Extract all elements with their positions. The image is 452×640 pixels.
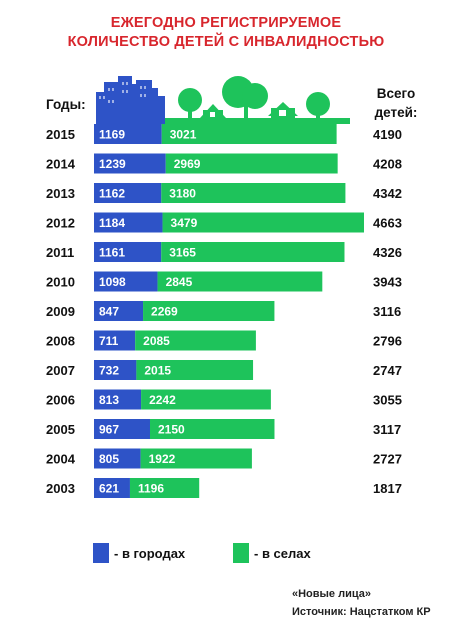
bar-village-2003 (129, 478, 200, 498)
total-label-2009: 3116 (373, 304, 401, 319)
total-label-2014: 4208 (373, 157, 402, 172)
total-label-2006: 3055 (373, 393, 402, 408)
bar-city-2012 (94, 212, 163, 233)
data-label-village-2007: 2015 (144, 364, 171, 378)
year-label-2006: 2006 (46, 393, 75, 408)
bar-village-2012 (162, 212, 364, 233)
bar-village-2007 (136, 360, 254, 380)
bar-city-2009 (94, 301, 144, 321)
data-label-village-2006: 2242 (149, 393, 176, 407)
data-label-city-2010: 1098 (99, 275, 126, 289)
legend-city-label: - в городах (114, 546, 186, 561)
bar-city-2011 (94, 242, 162, 262)
bar-village-2011 (161, 242, 345, 262)
total-label-2007: 2747 (373, 363, 402, 378)
total-label-2008: 2796 (373, 334, 402, 349)
data-label-city-2015: 1169 (99, 128, 125, 142)
bar-village-2004 (140, 448, 252, 469)
data-label-city-2007: 732 (99, 364, 119, 378)
bar-city-2006 (94, 389, 142, 410)
bar-village-2008 (135, 330, 256, 351)
data-label-village-2014: 2969 (174, 157, 201, 171)
data-label-city-2009: 847 (99, 305, 119, 319)
source-credit: Источник: Нацстатком КР (292, 606, 431, 618)
data-label-city-2014: 1239 (99, 157, 126, 171)
total-label-2013: 4342 (373, 186, 402, 201)
data-label-village-2011: 3165 (169, 246, 196, 260)
bar-village-2010 (157, 271, 323, 292)
data-label-village-2015: 3021 (170, 128, 197, 142)
year-label-2005: 2005 (46, 422, 75, 437)
data-label-city-2003: 621 (99, 482, 119, 496)
data-label-city-2005: 967 (99, 423, 119, 437)
bar-village-2006 (141, 389, 271, 410)
total-label-2015: 4190 (373, 127, 402, 142)
legend-village-label: - в селах (254, 546, 311, 561)
total-column-label: Всего детей: (368, 84, 424, 122)
bar-village-2005 (149, 419, 275, 439)
bar-village-2015 (161, 124, 337, 144)
data-label-city-2004: 805 (99, 452, 119, 466)
source-outlet: «Новые лица» (292, 588, 371, 600)
total-label-2005: 3117 (373, 422, 401, 437)
data-label-city-2006: 813 (99, 393, 119, 407)
year-label-2009: 2009 (46, 304, 75, 319)
data-label-village-2009: 2269 (151, 305, 178, 319)
bar-city-2008 (94, 330, 136, 351)
year-label-2014: 2014 (46, 157, 76, 172)
data-label-city-2013: 1162 (99, 187, 125, 201)
total-label-2011: 4326 (373, 245, 402, 260)
year-label-2004: 2004 (46, 452, 76, 467)
total-label-2003: 1817 (373, 481, 402, 496)
city-skyline-icon (96, 76, 165, 124)
total-label-2010: 3943 (373, 275, 402, 290)
total-label-line-1: Всего (376, 86, 416, 101)
years-axis-label: Годы: (46, 97, 86, 112)
chart-title-line-1: ЕЖЕГОДНО РЕГИСТРИРУЕМОЕ (110, 15, 342, 31)
data-label-city-2012: 1184 (99, 216, 125, 230)
legend-village-swatch (233, 543, 249, 563)
data-label-village-2013: 3180 (169, 187, 196, 201)
total-label-2004: 2727 (373, 452, 402, 467)
chart-title-line-2: КОЛИЧЕСТВО ДЕТЕЙ С ИНВАЛИДНОСТЬЮ (67, 34, 385, 50)
data-label-village-2005: 2150 (158, 423, 185, 437)
data-label-city-2011: 1161 (99, 246, 125, 260)
year-label-2010: 2010 (46, 275, 75, 290)
year-label-2015: 2015 (46, 127, 75, 142)
bar-village-2009 (143, 301, 275, 321)
data-label-village-2003: 1196 (138, 482, 164, 496)
year-label-2013: 2013 (46, 186, 75, 201)
bar-city-2004 (94, 448, 141, 469)
total-label-2012: 4663 (373, 216, 402, 231)
year-label-2012: 2012 (46, 216, 75, 231)
bar-city-2013 (94, 183, 162, 203)
data-label-village-2012: 3479 (171, 216, 198, 230)
year-label-2011: 2011 (46, 245, 74, 260)
bar-city-2005 (94, 419, 150, 439)
year-label-2008: 2008 (46, 334, 75, 349)
data-label-village-2010: 2845 (166, 275, 193, 289)
chart-title: ЕЖЕГОДНО РЕГИСТРИРУЕМОЕ КОЛИЧЕСТВО ДЕТЕЙ… (0, 14, 452, 52)
year-label-2007: 2007 (46, 363, 75, 378)
data-label-village-2004: 1922 (149, 452, 176, 466)
bar-city-2003 (94, 478, 130, 498)
bar-village-2014 (165, 153, 338, 174)
bar-city-2010 (94, 271, 158, 292)
bar-city-2014 (94, 153, 166, 174)
bar-village-2013 (161, 183, 346, 203)
year-label-2003: 2003 (46, 481, 75, 496)
data-label-city-2008: 711 (99, 334, 119, 348)
total-label-line-2: детей: (374, 105, 418, 120)
legend-city-swatch (93, 543, 109, 563)
bar-city-2007 (94, 360, 137, 380)
data-label-village-2008: 2085 (143, 334, 170, 348)
bar-city-2015 (94, 124, 162, 144)
